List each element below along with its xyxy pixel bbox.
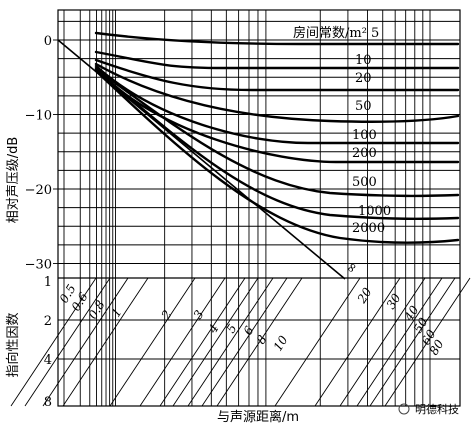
y-tick-label: 0 — [44, 34, 52, 49]
room-constant-value-label: 50 — [355, 99, 372, 114]
directivity-line — [172, 277, 259, 407]
directivity-line — [356, 277, 443, 407]
x-axis-label: 与声源距离/m — [217, 409, 299, 425]
room-constant-curve — [94, 31, 460, 46]
room-constant-curve — [94, 68, 460, 221]
room-constant-curve — [94, 67, 460, 198]
room-constant-label: 房间常数/m² 5 — [293, 25, 379, 41]
directivity-line — [109, 277, 196, 407]
directivity-line — [274, 277, 361, 407]
watermark-logo-icon — [398, 403, 410, 415]
q-tick-label: 2 — [44, 314, 52, 329]
watermark: 明德科技 — [415, 402, 459, 416]
directivity-label: 0.8 — [86, 298, 108, 322]
y-axis-label: 相对声压级/dB — [6, 137, 21, 224]
directivity-line — [42, 277, 129, 407]
q-tick-label: 4 — [44, 353, 52, 368]
room-constant-curve — [94, 64, 460, 145]
room-constant-value-label: 20 — [355, 71, 372, 86]
directivity-line — [159, 277, 246, 407]
directivity-line — [201, 277, 288, 407]
room-constant-value-label: 1000 — [358, 204, 391, 219]
room-constant-curve — [94, 50, 460, 70]
directivity-label: 10 — [271, 333, 291, 354]
text-layer: 相对声压级/dB 指向性因数 与声源距离/m 房间常数/m² 5 ∞ 明德科技 … — [5, 25, 459, 425]
lines-layer — [10, 31, 471, 407]
directivity-line — [187, 277, 274, 407]
room-constant-curve — [94, 62, 460, 123]
directivity-line — [384, 277, 471, 407]
directivity-line — [339, 277, 426, 407]
room-constant-value-label: 100 — [352, 128, 377, 143]
q-tick-label: 1 — [44, 275, 52, 290]
directivity-line — [369, 277, 456, 407]
directivity-axis-label: 指向性因数 — [5, 312, 21, 377]
room-constant-value-label: 500 — [352, 175, 377, 190]
room-constant-value-label: 200 — [352, 146, 377, 161]
directivity-line — [10, 277, 97, 407]
directivity-label: 20 — [354, 285, 375, 307]
directivity-label: 8 — [254, 332, 270, 346]
y-tick-label: −30 — [25, 258, 52, 273]
room-constant-value-label: 2000 — [352, 221, 385, 236]
directivity-line — [62, 277, 149, 407]
directivity-line — [139, 277, 226, 407]
room-constant-curve — [94, 69, 460, 244]
q-tick-label: 8 — [44, 395, 52, 410]
directivity-line — [24, 277, 111, 407]
room-constant-value-label: 10 — [355, 53, 372, 68]
free-field-label: ∞ — [343, 259, 362, 276]
directivity-line — [314, 277, 401, 407]
directivity-label: 30 — [384, 291, 404, 312]
directivity-line — [216, 277, 303, 407]
room-constant-curve — [94, 58, 460, 92]
y-tick-label: −20 — [25, 183, 52, 198]
y-tick-label: −10 — [25, 109, 52, 124]
